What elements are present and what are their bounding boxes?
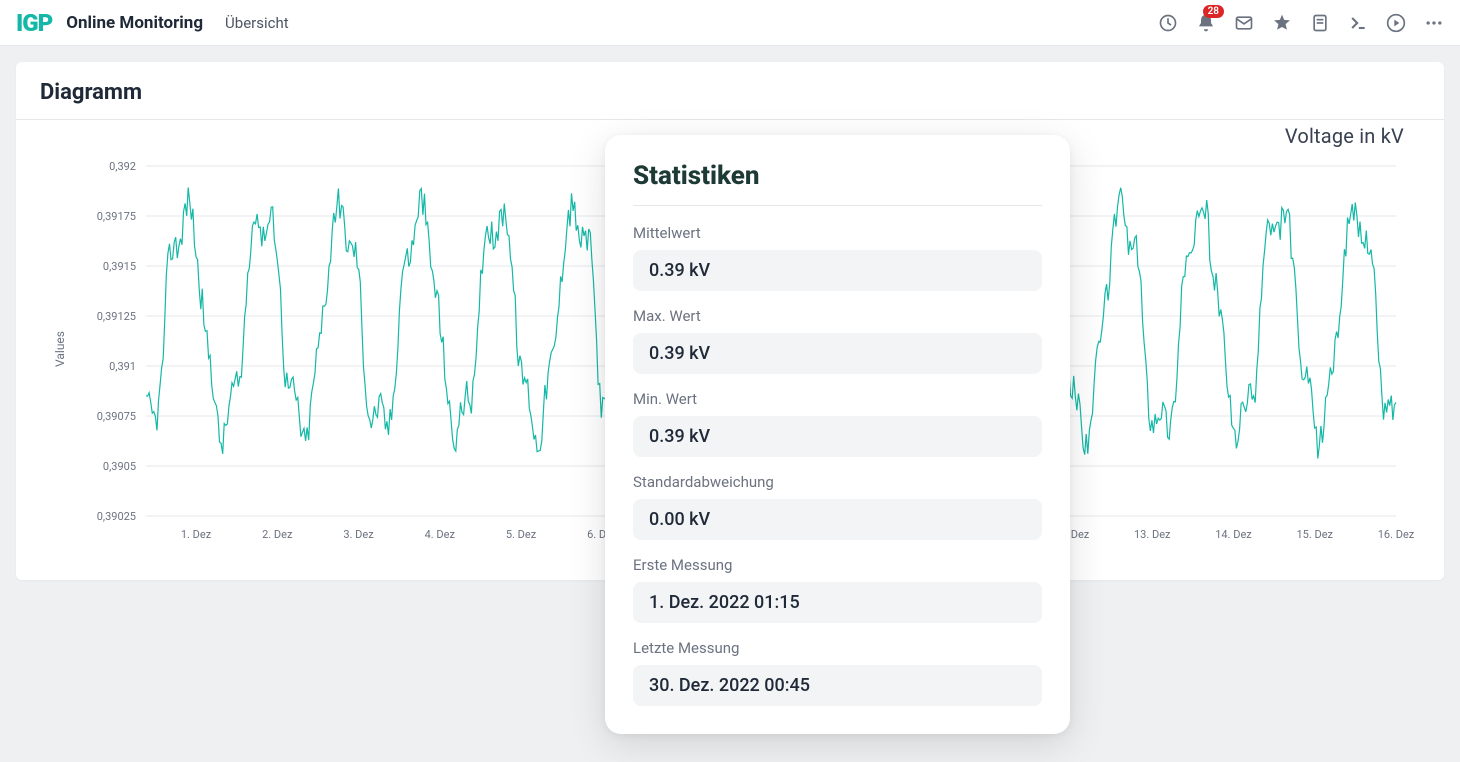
chart-y-axis-label: Values bbox=[53, 331, 67, 367]
stat-value: 30. Dez. 2022 00:45 bbox=[633, 665, 1042, 706]
svg-text:16. Dez: 16. Dez bbox=[1378, 528, 1415, 541]
svg-text:14. Dez: 14. Dez bbox=[1215, 528, 1252, 541]
bell-icon[interactable]: 28 bbox=[1196, 13, 1216, 33]
svg-text:13. Dez: 13. Dez bbox=[1134, 528, 1171, 541]
svg-text:0,3915: 0,3915 bbox=[103, 260, 136, 273]
play-icon[interactable] bbox=[1386, 13, 1406, 33]
svg-text:0,39075: 0,39075 bbox=[97, 410, 136, 423]
stats-title: Statistiken bbox=[633, 161, 1042, 206]
svg-text:1. Dez: 1. Dez bbox=[181, 528, 212, 541]
panel-title: Diagramm bbox=[40, 80, 1420, 105]
stat-label: Letzte Messung bbox=[633, 639, 1042, 657]
chart-right-title: Voltage in kV bbox=[1285, 124, 1404, 148]
stat-value: 0.39 kV bbox=[633, 250, 1042, 291]
book-icon[interactable] bbox=[1310, 13, 1330, 33]
panel-header: Diagramm bbox=[16, 62, 1444, 120]
notification-badge: 28 bbox=[1203, 5, 1224, 18]
topbar-icons: 28 bbox=[1158, 13, 1444, 33]
svg-text:0,392: 0,392 bbox=[109, 160, 136, 173]
app-title: Online Monitoring bbox=[66, 13, 203, 33]
svg-text:0,3905: 0,3905 bbox=[103, 460, 136, 473]
more-icon[interactable] bbox=[1424, 13, 1444, 33]
stats-card: Statistiken Mittelwert 0.39 kV Max. Wert 0.… bbox=[605, 135, 1070, 734]
stat-row: Max. Wert 0.39 kV bbox=[633, 307, 1042, 374]
mail-icon[interactable] bbox=[1234, 13, 1254, 33]
svg-text:2. Dez: 2. Dez bbox=[262, 528, 293, 541]
stat-value: 0.39 kV bbox=[633, 416, 1042, 457]
stat-row: Standardabweichung 0.00 kV bbox=[633, 473, 1042, 540]
stat-label: Min. Wert bbox=[633, 390, 1042, 408]
svg-text:0,39125: 0,39125 bbox=[97, 310, 136, 323]
svg-text:5. Dez: 5. Dez bbox=[506, 528, 537, 541]
star-icon[interactable] bbox=[1272, 13, 1292, 33]
stat-value: 1. Dez. 2022 01:15 bbox=[633, 582, 1042, 623]
logo: IGP bbox=[16, 9, 52, 37]
stat-row: Min. Wert 0.39 kV bbox=[633, 390, 1042, 457]
stat-value: 0.39 kV bbox=[633, 333, 1042, 374]
nav-overview[interactable]: Übersicht bbox=[225, 14, 289, 32]
stat-row: Mittelwert 0.39 kV bbox=[633, 224, 1042, 291]
svg-text:0,39175: 0,39175 bbox=[97, 210, 136, 223]
terminal-icon[interactable] bbox=[1348, 13, 1368, 33]
stat-label: Max. Wert bbox=[633, 307, 1042, 325]
stat-row: Erste Messung 1. Dez. 2022 01:15 bbox=[633, 556, 1042, 623]
clock-icon[interactable] bbox=[1158, 13, 1178, 33]
stat-label: Erste Messung bbox=[633, 556, 1042, 574]
svg-text:0,39025: 0,39025 bbox=[97, 510, 136, 523]
topbar: IGP Online Monitoring Übersicht 28 bbox=[0, 0, 1460, 46]
stat-label: Standardabweichung bbox=[633, 473, 1042, 491]
svg-text:15. Dez: 15. Dez bbox=[1296, 528, 1333, 541]
svg-text:3. Dez: 3. Dez bbox=[343, 528, 374, 541]
stat-row: Letzte Messung 30. Dez. 2022 00:45 bbox=[633, 639, 1042, 706]
svg-text:4. Dez: 4. Dez bbox=[425, 528, 456, 541]
stat-label: Mittelwert bbox=[633, 224, 1042, 242]
stat-value: 0.00 kV bbox=[633, 499, 1042, 540]
svg-text:0,391: 0,391 bbox=[109, 360, 136, 373]
